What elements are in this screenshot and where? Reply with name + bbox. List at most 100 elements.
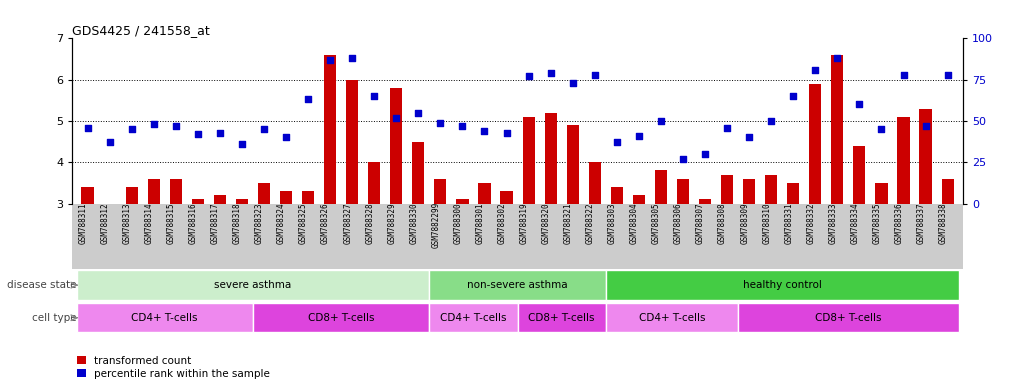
Bar [192, 199, 204, 204]
Text: cell type: cell type [32, 313, 76, 323]
Text: CD8+ T-cells: CD8+ T-cells [815, 313, 882, 323]
Point [895, 72, 912, 78]
Point [344, 55, 360, 61]
Bar [897, 117, 909, 204]
Text: CD8+ T-cells: CD8+ T-cells [308, 313, 374, 323]
Bar [831, 55, 844, 204]
Point [741, 134, 757, 141]
Text: healthy control: healthy control [743, 280, 822, 290]
Text: CD4+ T-cells: CD4+ T-cells [132, 313, 198, 323]
Bar [258, 183, 270, 204]
Point [653, 118, 670, 124]
Text: non-severe asthma: non-severe asthma [468, 280, 568, 290]
Bar [787, 183, 799, 204]
Bar [302, 191, 314, 204]
Bar [478, 183, 490, 204]
Bar [368, 162, 380, 204]
Point [520, 73, 537, 79]
Text: GDS4425 / 241558_at: GDS4425 / 241558_at [72, 24, 210, 37]
Bar [810, 84, 821, 204]
Point [101, 139, 117, 146]
Point [388, 114, 405, 121]
Point [564, 80, 581, 86]
Point [255, 126, 272, 132]
Point [675, 156, 691, 162]
Point [873, 126, 890, 132]
Point [696, 151, 713, 157]
Point [763, 118, 780, 124]
Bar [743, 179, 755, 204]
Bar [566, 125, 579, 204]
Point [609, 139, 625, 146]
Point [433, 119, 449, 126]
Text: CD4+ T-cells: CD4+ T-cells [639, 313, 706, 323]
Point [278, 134, 295, 141]
Bar [876, 183, 888, 204]
Point [145, 121, 162, 127]
Bar [677, 179, 689, 204]
Bar [430, 303, 517, 333]
Bar [632, 195, 645, 204]
Bar [611, 187, 623, 204]
Bar [517, 303, 606, 333]
Bar [81, 187, 94, 204]
Point [124, 126, 140, 132]
Point [851, 101, 867, 108]
Text: severe asthma: severe asthma [214, 280, 291, 290]
Bar [214, 195, 226, 204]
Point [322, 57, 339, 63]
Bar [76, 270, 430, 300]
Bar [501, 191, 513, 204]
Point [829, 55, 846, 61]
Bar [390, 88, 403, 204]
Bar [606, 270, 959, 300]
Bar [655, 170, 667, 204]
Bar [253, 303, 430, 333]
Point [366, 93, 382, 99]
Bar [435, 179, 446, 204]
Point [410, 109, 426, 116]
Bar [170, 179, 182, 204]
Bar [76, 303, 253, 333]
Bar [853, 146, 865, 204]
Point [785, 93, 801, 99]
Bar [456, 199, 469, 204]
Bar [765, 175, 778, 204]
Bar [324, 55, 336, 204]
Bar [920, 109, 931, 204]
Point [918, 123, 934, 129]
Bar [126, 187, 138, 204]
Text: disease state: disease state [7, 280, 76, 290]
Bar [606, 303, 739, 333]
Bar [699, 199, 711, 204]
Bar [589, 162, 600, 204]
Point [79, 124, 96, 131]
Bar [147, 179, 160, 204]
Point [808, 67, 824, 73]
Bar [412, 142, 424, 204]
Bar [739, 303, 959, 333]
Bar [545, 113, 557, 204]
Point [454, 123, 471, 129]
Point [939, 72, 956, 78]
Bar [346, 79, 358, 204]
Point [630, 133, 647, 139]
Bar [721, 175, 733, 204]
Point [543, 70, 559, 76]
Point [168, 123, 184, 129]
Point [476, 128, 492, 134]
Bar [522, 117, 535, 204]
Point [211, 129, 228, 136]
Point [234, 141, 250, 147]
Point [499, 129, 515, 136]
Text: CD4+ T-cells: CD4+ T-cells [440, 313, 507, 323]
Bar [280, 191, 293, 204]
Bar [430, 270, 606, 300]
Bar [236, 199, 248, 204]
Point [300, 96, 316, 103]
Point [586, 72, 603, 78]
Bar [941, 179, 954, 204]
Legend: transformed count, percentile rank within the sample: transformed count, percentile rank withi… [77, 356, 270, 379]
Point [719, 124, 735, 131]
Text: CD8+ T-cells: CD8+ T-cells [528, 313, 595, 323]
